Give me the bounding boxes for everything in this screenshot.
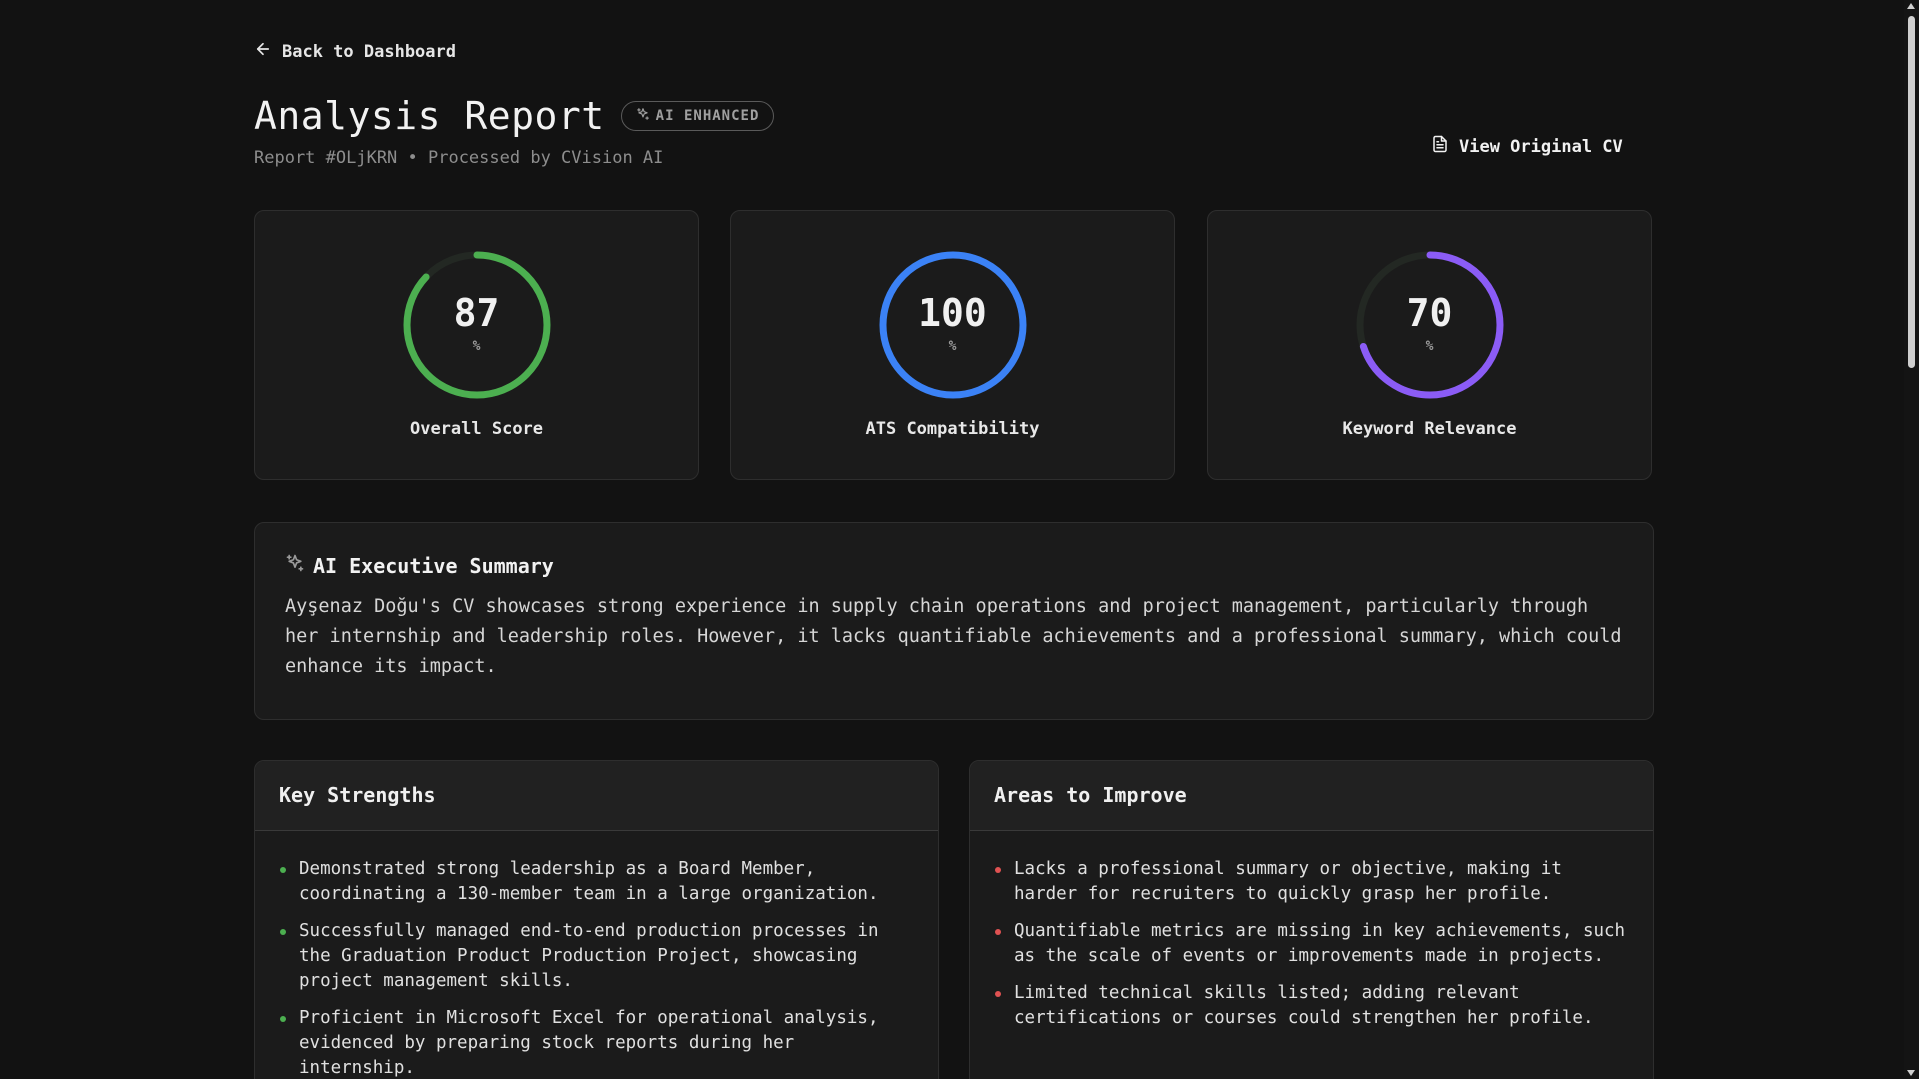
- score-unit: %: [1425, 339, 1434, 354]
- score-value: 100: [918, 291, 987, 335]
- list-item: Quantifiable metrics are missing in key …: [994, 919, 1629, 969]
- bullet-dot: [280, 929, 286, 935]
- list-item-text: Quantifiable metrics are missing in key …: [1014, 921, 1626, 966]
- bullet-dot: [995, 991, 1001, 997]
- score-value: 70: [1406, 291, 1453, 335]
- strengths-list: Demonstrated strong leadership as a Boar…: [255, 831, 938, 1079]
- strengths-title: Key Strengths: [255, 761, 938, 831]
- list-item-text: Limited technical skills listed; adding …: [1014, 983, 1594, 1028]
- arrow-left-icon: [254, 40, 272, 63]
- back-link-label: Back to Dashboard: [282, 41, 456, 62]
- bullet-dot: [995, 929, 1001, 935]
- overall-score-gauge: 87 %: [401, 249, 553, 401]
- list-item: Successfully managed end-to-end producti…: [279, 919, 914, 994]
- page-title: Analysis Report: [254, 94, 605, 138]
- keyword-relevance-gauge: 70 %: [1354, 249, 1506, 401]
- summary-title: AI Executive Summary: [313, 553, 554, 578]
- view-original-cv-button[interactable]: View Original CV: [1431, 134, 1623, 159]
- score-label: Overall Score: [409, 419, 544, 439]
- gauge-arc: [403, 251, 550, 399]
- summary-text: Ayşenaz Doğu's CV showcases strong exper…: [285, 596, 1622, 677]
- score-unit: %: [472, 339, 481, 354]
- list-item-text: Proficient in Microsoft Excel for operat…: [299, 1008, 879, 1078]
- score-unit: %: [948, 339, 957, 354]
- sparkles-icon: [285, 553, 305, 578]
- sparkles-icon: [636, 107, 650, 125]
- bullet-dot: [995, 867, 1001, 873]
- list-item-text: Lacks a professional summary or objectiv…: [1014, 859, 1562, 904]
- badge-label: AI ENHANCED: [655, 108, 760, 124]
- scroll-down-arrow-icon[interactable]: [1907, 1070, 1915, 1076]
- title-row: Analysis Report AI ENHANCED: [254, 94, 775, 138]
- executive-summary-card: AI Executive Summary Ayşenaz Doğu's CV s…: [254, 522, 1654, 720]
- summary-header: AI Executive Summary: [285, 553, 1623, 578]
- improvements-list: Lacks a professional summary or objectiv…: [970, 831, 1653, 1031]
- ai-enhanced-badge: AI ENHANCED: [620, 101, 775, 131]
- list-item: Demonstrated strong leadership as a Boar…: [279, 857, 914, 907]
- ats-compatibility-card: 100 % ATS Compatibility: [730, 210, 1175, 480]
- bullet-dot: [280, 1016, 286, 1022]
- list-item: Lacks a professional summary or objectiv…: [994, 857, 1629, 907]
- score-label: ATS Compatibility: [865, 419, 1040, 439]
- document-icon: [1431, 134, 1449, 159]
- key-strengths-card: Key Strengths Demonstrated strong leader…: [254, 760, 939, 1079]
- score-value: 87: [453, 291, 500, 335]
- scroll-up-arrow-icon[interactable]: [1907, 3, 1915, 9]
- list-item: Proficient in Microsoft Excel for operat…: [279, 1006, 914, 1079]
- areas-to-improve-card: Areas to Improve Lacks a professional su…: [969, 760, 1654, 1079]
- bullet-dot: [280, 867, 286, 873]
- scrollbar-thumb[interactable]: [1908, 16, 1915, 368]
- list-item: Limited technical skills listed; adding …: [994, 981, 1629, 1031]
- list-item-text: Demonstrated strong leadership as a Boar…: [299, 859, 879, 904]
- ats-compatibility-gauge: 100 %: [877, 249, 1029, 401]
- keyword-relevance-card: 70 % Keyword Relevance: [1207, 210, 1652, 480]
- view-cv-label: View Original CV: [1459, 136, 1623, 157]
- gauge-arc: [1356, 251, 1503, 399]
- score-label: Keyword Relevance: [1342, 419, 1517, 439]
- list-item-text: Successfully managed end-to-end producti…: [299, 921, 879, 991]
- improvements-title: Areas to Improve: [970, 761, 1653, 831]
- page-scrollbar[interactable]: [1904, 0, 1919, 1079]
- back-to-dashboard-link[interactable]: Back to Dashboard: [254, 40, 456, 63]
- overall-score-card: 87 % Overall Score: [254, 210, 699, 480]
- gauge-arc: [879, 251, 1026, 399]
- report-subtitle: Report #OLjKRN • Processed by CVision AI: [254, 148, 664, 168]
